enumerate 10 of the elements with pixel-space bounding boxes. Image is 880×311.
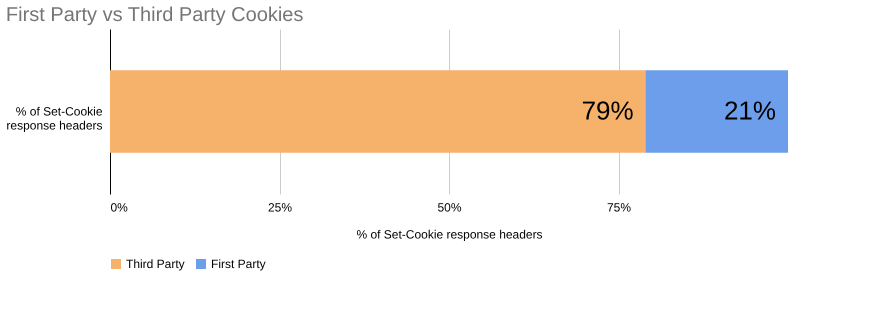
data-label: 21% <box>724 96 776 126</box>
x-tick-label: 0% <box>110 200 128 214</box>
x-axis-title: % of Set-Cookie response headers <box>356 228 543 242</box>
x-tick-label: 25% <box>268 200 292 214</box>
data-label: 79% <box>582 96 634 126</box>
chart-title: First Party vs Third Party Cookies <box>6 4 304 26</box>
legend-label: Third Party <box>126 257 185 271</box>
x-tick-label: 75% <box>606 200 632 214</box>
x-tick-label: 50% <box>437 200 462 214</box>
legend-label: First Party <box>211 257 266 271</box>
